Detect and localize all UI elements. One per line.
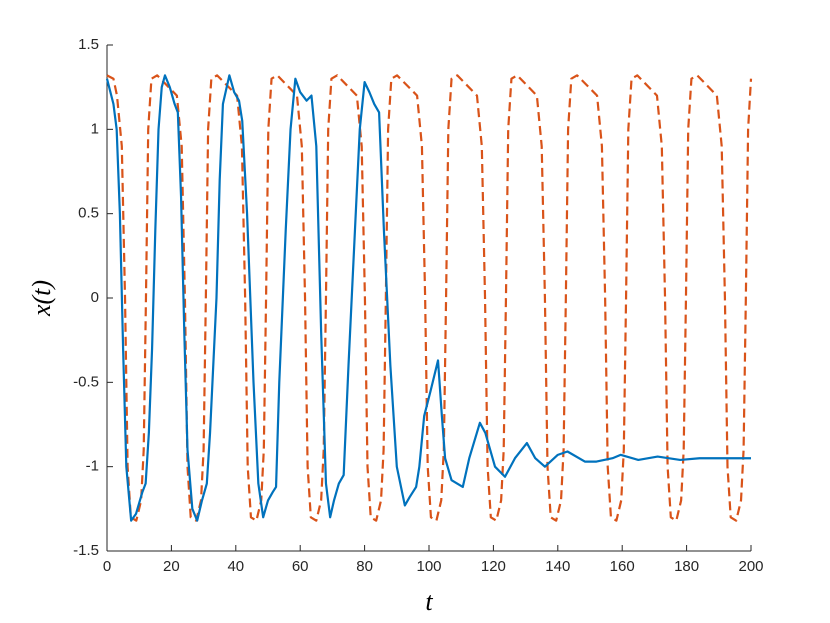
y-tick-label: -0.5 [73,373,99,390]
x-tick-label: 180 [674,558,699,575]
x-tick-label: 0 [103,558,111,575]
y-tick-label: 0.5 [78,205,99,222]
y-tick-label: 1.5 [78,36,99,53]
x-tick-label: 20 [163,558,180,575]
x-tick-label: 60 [292,558,309,575]
y-tick-label: -1.5 [73,542,99,559]
x-tick-label: 40 [227,558,244,575]
x-tick-label: 100 [416,558,441,575]
x-tick-label: 80 [356,558,373,575]
y-tick-label: -1 [86,458,99,475]
y-axis-label: x(t) [27,280,56,317]
x-tick-label: 140 [545,558,570,575]
x-tick-label: 200 [738,558,763,575]
x-tick-label: 160 [610,558,635,575]
x-tick-label: 120 [481,558,506,575]
x-axis-label: t [425,587,433,616]
series-line [105,74,751,522]
y-tick-label: 0 [91,289,99,306]
series-line [106,74,753,522]
y-tick-label: 1 [91,120,99,137]
